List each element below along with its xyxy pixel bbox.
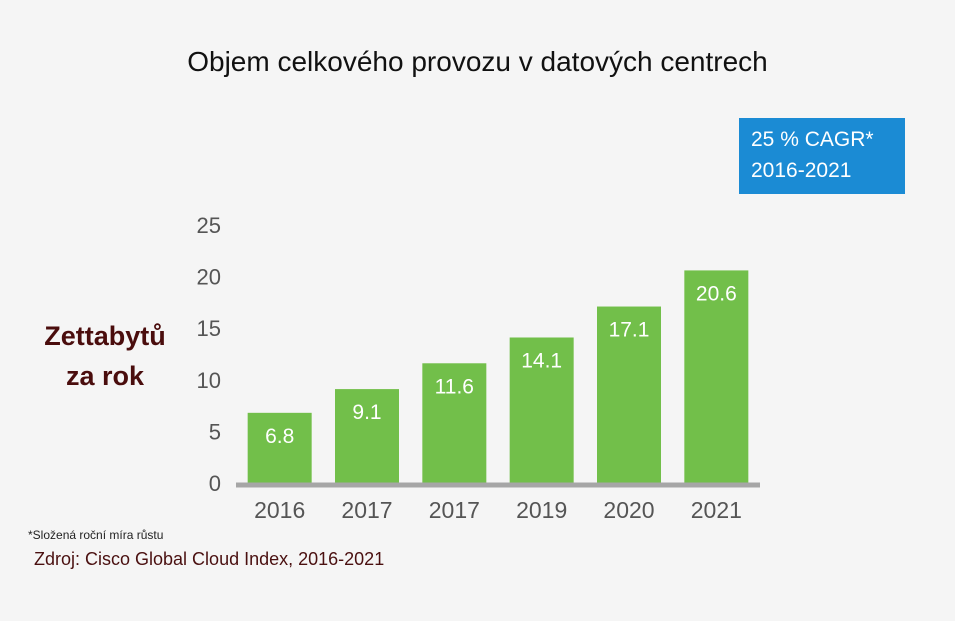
cagr-annotation-line-2: 2016-2021 — [751, 159, 852, 182]
y-axis-label: Zettabytů za rok — [30, 316, 180, 396]
y-tick-label: 5 — [209, 419, 221, 444]
y-tick-label: 20 — [197, 265, 221, 290]
y-tick-label: 10 — [197, 368, 221, 393]
bar-value-label: 9.1 — [352, 401, 381, 424]
cagr-annotation-line-1: 25 % CAGR* — [751, 128, 874, 151]
bar — [247, 412, 312, 483]
source-note: Zdroj: Cisco Global Cloud Index, 2016-20… — [34, 549, 385, 569]
bar-value-label: 6.8 — [265, 425, 294, 448]
bar — [335, 389, 399, 483]
bar — [684, 270, 749, 483]
bar-value-label: 14.1 — [521, 349, 562, 372]
cagr-footnote: *Složená roční míra růstu — [28, 528, 164, 542]
cagr-annotation-box: 25 % CAGR* 2016-2021 — [739, 118, 905, 194]
bar-value-label: 11.6 — [435, 375, 474, 398]
chart-title: Objem celkového provozu v datových centr… — [187, 46, 768, 77]
bar-value-label: 20.6 — [696, 282, 737, 305]
bar-value-label: 17.1 — [609, 319, 650, 342]
bar — [509, 337, 574, 483]
x-tick-label: 2020 — [603, 497, 654, 523]
x-tick-label: 2019 — [516, 497, 567, 523]
y-tick-label: 25 — [197, 213, 221, 238]
bar — [597, 306, 661, 483]
x-tick-label: 2017 — [429, 497, 480, 523]
y-axis-label-line-2: za rok — [65, 361, 145, 391]
y-tick-label: 0 — [209, 471, 221, 496]
y-axis-label-line-1: Zettabytů — [44, 321, 166, 351]
bar — [422, 363, 487, 483]
x-tick-label: 2021 — [691, 497, 742, 523]
x-tick-label: 2016 — [254, 497, 305, 523]
y-tick-label: 15 — [197, 316, 221, 341]
x-tick-label: 2017 — [341, 497, 392, 523]
